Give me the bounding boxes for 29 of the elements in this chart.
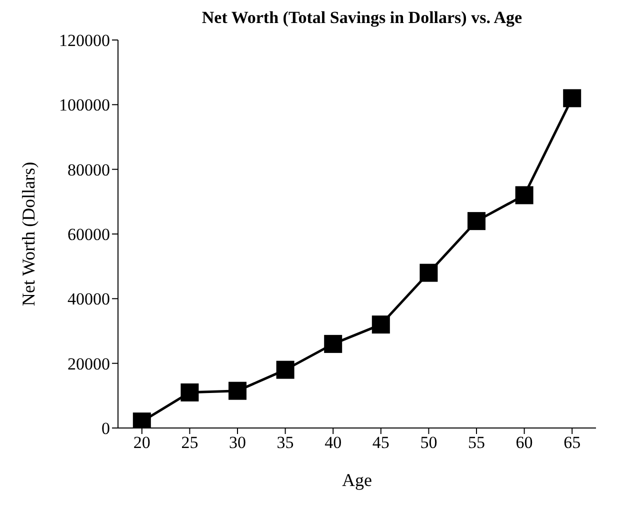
y-tick-label: 40000 [68, 290, 110, 309]
x-tick-label: 20 [133, 433, 150, 452]
x-tick-label: 35 [276, 433, 294, 452]
point [324, 334, 342, 353]
y-tick-label: 80000 [68, 160, 110, 180]
x-tick-label: 65 [564, 433, 581, 452]
y-tick-label: 0 [102, 419, 110, 438]
x-axis-title: Age [342, 470, 372, 490]
point [372, 316, 390, 334]
y-tick-label: 120000 [59, 31, 110, 50]
x-tick-label: 45 [372, 433, 390, 452]
point [563, 89, 582, 108]
chart-title: Net Worth (Total Savings in Dollars) vs. Age [200, 8, 524, 28]
y-tick-label: 100000 [59, 96, 110, 115]
x-tick-label: 60 [516, 433, 533, 452]
point [468, 212, 486, 230]
y-tick-label: 60000 [68, 225, 110, 244]
point [515, 186, 534, 204]
x-tick-label: 40 [324, 433, 342, 452]
point [228, 382, 246, 400]
x-tick-label: 30 [229, 433, 246, 452]
x-tick-label: 55 [468, 433, 485, 452]
y-axis-title: Net Worth (Dollars) [18, 162, 38, 306]
point [276, 360, 294, 379]
point [180, 383, 199, 402]
x-tick-label: 25 [181, 433, 198, 452]
x-tick-label: 50 [420, 433, 438, 452]
point [420, 264, 438, 282]
y-tick-label: 20000 [68, 354, 110, 374]
